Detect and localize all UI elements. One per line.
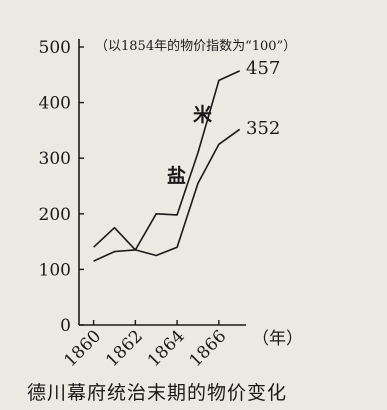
y-tick-label: 100: [39, 260, 71, 280]
x-tick-label: 1866: [186, 326, 231, 371]
y-tick-label: 400: [39, 94, 71, 114]
series-line-rice: [93, 70, 241, 251]
series-line-salt: [93, 128, 241, 262]
series-label-salt: 盐: [167, 164, 186, 187]
chart-axes: [78, 39, 246, 326]
y-axis-ticks: 0 100 200 300 400 500: [39, 38, 84, 336]
y-tick-label: 200: [39, 205, 71, 225]
y-tick-label: 500: [39, 38, 71, 58]
end-label-rice: 457: [246, 58, 280, 79]
y-tick-label: 300: [39, 149, 71, 169]
end-label-salt: 352: [246, 118, 280, 139]
y-tick-label: 0: [60, 316, 71, 336]
x-tick-label: 1862: [102, 326, 147, 371]
x-axis-unit-label: （年）: [252, 329, 303, 349]
chart-note: （以1854年的物价指数为“100”）: [95, 38, 296, 54]
figure-caption: 德川幕府统治末期的物价变化: [27, 382, 288, 404]
chart-series: [93, 70, 241, 262]
x-tick-label: 1864: [144, 326, 189, 371]
series-label-rice: 米: [193, 103, 213, 126]
